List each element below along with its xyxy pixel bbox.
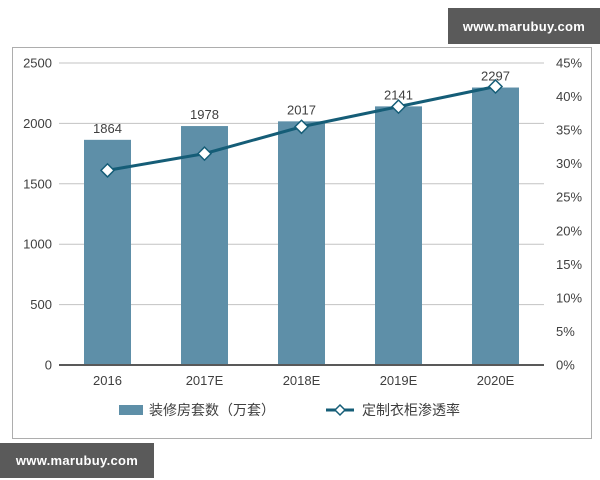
- x-axis-category-label: 2019E: [380, 373, 418, 388]
- left-axis-tick-label: 1500: [23, 176, 52, 191]
- bar-2018E: [278, 121, 325, 365]
- left-axis-tick-label: 2500: [23, 56, 52, 71]
- bar-value-label: 2141: [384, 87, 413, 102]
- right-axis-tick-label: 0%: [556, 358, 575, 373]
- bar-value-label: 2297: [481, 69, 510, 84]
- combo-bar-line-chart: 1864 1978 2017 2141 2297 0 500 1000 1500 2000 2500…: [23, 56, 582, 419]
- bar-value-label: 1864: [93, 121, 122, 136]
- bar-value-label: 2017: [287, 102, 316, 117]
- right-axis-tick-label: 25%: [556, 190, 582, 205]
- watermark-bottom-text: www.marubuy.com: [15, 453, 139, 468]
- legend-bar-label: 装修房套数（万套）: [149, 402, 275, 418]
- watermark-top-text: www.marubuy.com: [462, 18, 586, 34]
- legend-diamond-marker: [333, 403, 347, 417]
- chart-frame: 1864 1978 2017 2141 2297 0 500 1000 1500 2000 2500…: [12, 47, 592, 439]
- right-axis-tick-label: 15%: [556, 257, 582, 272]
- diamond-marker-2019E: [390, 99, 407, 115]
- bar-2017E: [181, 126, 228, 365]
- diamond-marker-2018E: [293, 119, 310, 135]
- x-axis-category-label: 2018E: [283, 373, 321, 388]
- left-axis-tick-label: 1000: [23, 237, 52, 252]
- legend-bar-swatch: [119, 405, 143, 415]
- legend-line-label: 定制衣柜渗透率: [362, 402, 460, 418]
- diamond-marker-2016: [99, 162, 116, 178]
- right-axis-tick-label: 5%: [556, 324, 575, 339]
- x-axis-category-label: 2016: [93, 373, 122, 388]
- right-axis-tick-label: 40%: [556, 89, 582, 104]
- left-axis-tick-label: 2000: [23, 116, 52, 131]
- watermark-banner-top: www.marubuy.com: [448, 8, 600, 44]
- right-axis-tick-label: 35%: [556, 123, 582, 138]
- bar-2019E: [375, 106, 422, 366]
- right-axis-tick-label: 45%: [556, 56, 582, 71]
- left-axis-tick-label: 500: [30, 297, 52, 312]
- bar-value-label: 1978: [190, 107, 219, 122]
- right-axis-tick-label: 30%: [556, 156, 582, 171]
- x-axis-category-label: 2017E: [186, 373, 224, 388]
- x-axis-category-label: 2020E: [477, 373, 515, 388]
- right-axis-tick-label: 10%: [556, 290, 582, 305]
- right-axis-tick-label: 20%: [556, 223, 582, 238]
- left-axis-tick-label: 0: [45, 358, 52, 373]
- bar-2020E: [472, 87, 519, 365]
- watermark-banner-bottom: www.marubuy.com: [0, 443, 154, 478]
- diamond-marker-2020E: [487, 78, 504, 95]
- diamond-marker-2017E: [196, 146, 213, 162]
